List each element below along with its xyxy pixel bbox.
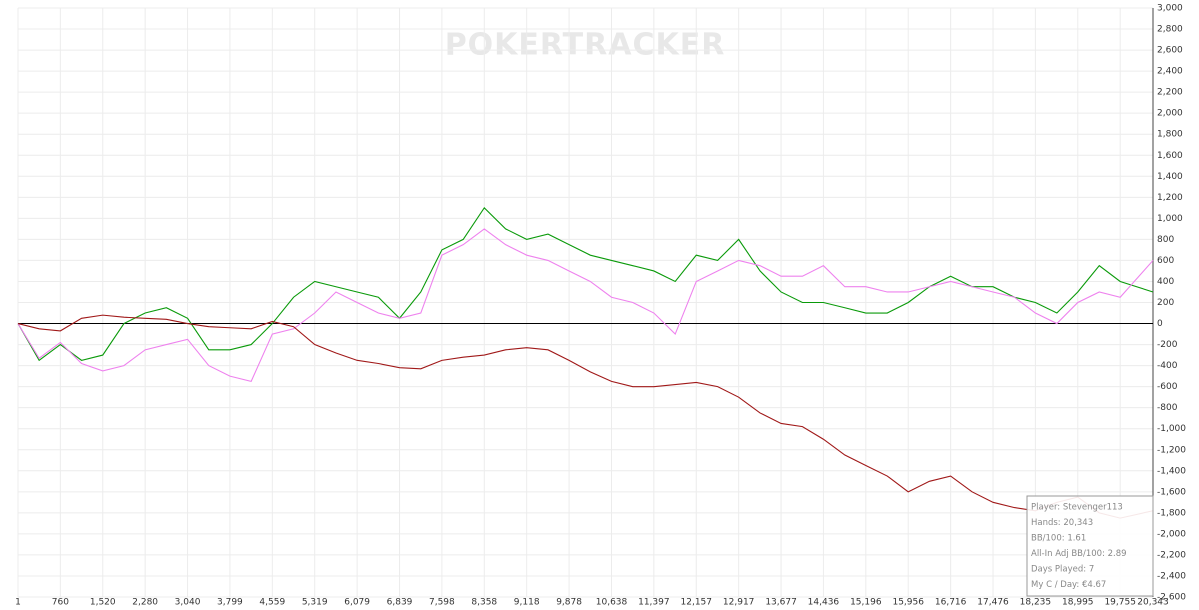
x-tick-label: 16,716 <box>935 598 967 608</box>
y-tick-label: -800 <box>1157 403 1178 413</box>
x-tick-label: 15,956 <box>892 598 924 608</box>
y-tick-label: -2,000 <box>1157 529 1186 539</box>
series-line <box>17 228 1154 383</box>
y-tick-label: -2,400 <box>1157 571 1186 581</box>
y-tick-label: 200 <box>1157 298 1174 308</box>
x-tick-label: 12,917 <box>723 598 755 608</box>
x-tick-label: 1,520 <box>90 598 116 608</box>
y-tick-label: 3,000 <box>1157 4 1183 14</box>
x-tick-label: 19,755 <box>1104 598 1136 608</box>
x-tick-label: 18,995 <box>1062 598 1094 608</box>
x-tick-label: 8,358 <box>471 598 497 608</box>
info-box-bg <box>1026 495 1154 597</box>
x-tick-label: 9,878 <box>556 598 582 608</box>
y-tick-label: -200 <box>1157 340 1178 350</box>
x-tick-label: 3,040 <box>175 598 201 608</box>
y-tick-label: 1,800 <box>1157 130 1183 140</box>
info-line: Player: Stevenger113 <box>1031 503 1123 513</box>
y-tick-label: -2,600 <box>1157 593 1186 603</box>
y-tick-label: 2,800 <box>1157 25 1183 35</box>
y-tick-label: -1,600 <box>1157 487 1186 497</box>
x-tick-label: 15,196 <box>850 598 882 608</box>
x-tick-label: 18,235 <box>1020 598 1052 608</box>
y-tick-label: 1,200 <box>1157 193 1183 203</box>
x-tick-label: 13,677 <box>765 598 797 608</box>
x-tick-label: 6,079 <box>344 598 370 608</box>
y-tick-label: 2,600 <box>1157 46 1183 56</box>
info-box: Player: Stevenger113 Hands: 20,343 BB/100:… <box>1026 495 1154 597</box>
x-tick-label: 2,280 <box>132 598 158 608</box>
y-tick-label: -1,200 <box>1157 445 1186 455</box>
x-tick-label: 1 <box>15 598 21 608</box>
x-tick-label: 9,118 <box>514 598 540 608</box>
y-tick-label: 2,000 <box>1157 109 1183 119</box>
info-line: My C / Day: €4.67 <box>1031 580 1106 590</box>
info-line: BB/100: 1.61 <box>1031 534 1086 544</box>
y-tick-label: 2,200 <box>1157 88 1183 98</box>
x-tick-label: 5,319 <box>302 598 328 608</box>
watermark: POKERTRACKER <box>445 28 726 63</box>
y-tick-label: -400 <box>1157 361 1178 371</box>
y-tick-label: -1,400 <box>1157 466 1186 476</box>
x-tick-label: 6,839 <box>387 598 413 608</box>
y-tick-label: 2,400 <box>1157 67 1183 77</box>
y-tick-label: 1,600 <box>1157 151 1183 161</box>
info-line: Hands: 20,343 <box>1031 518 1093 528</box>
x-tick-label: 4,559 <box>259 598 285 608</box>
x-tick-label: 11,397 <box>638 598 670 608</box>
y-tick-label: 400 <box>1157 277 1174 287</box>
info-line: All-In Adj BB/100: 2.89 <box>1031 549 1127 559</box>
series-line <box>17 314 1154 519</box>
x-tick-label: 3,799 <box>217 598 243 608</box>
y-tick-label: -1,000 <box>1157 424 1186 434</box>
x-tick-label: 12,157 <box>681 598 713 608</box>
series-line <box>17 206 1154 362</box>
x-tick-label: 760 <box>52 598 69 608</box>
y-tick-label: 800 <box>1157 235 1174 245</box>
y-tick-label: -1,800 <box>1157 508 1186 518</box>
info-line: Days Played: 7 <box>1031 565 1094 575</box>
x-tick-label: 7,598 <box>429 598 455 608</box>
y-tick-label: -2,200 <box>1157 550 1186 560</box>
y-tick-label: 1,400 <box>1157 172 1183 182</box>
x-tick-label: 20,343 <box>1137 598 1169 608</box>
y-tick-label: 600 <box>1157 256 1174 266</box>
x-tick-label: 14,436 <box>808 598 840 608</box>
y-tick-label: 0 <box>1157 319 1163 329</box>
x-tick-label: 10,638 <box>596 598 628 608</box>
y-tick-label: -600 <box>1157 382 1178 392</box>
y-tick-label: 1,000 <box>1157 214 1183 224</box>
x-tick-label: 17,476 <box>977 598 1009 608</box>
